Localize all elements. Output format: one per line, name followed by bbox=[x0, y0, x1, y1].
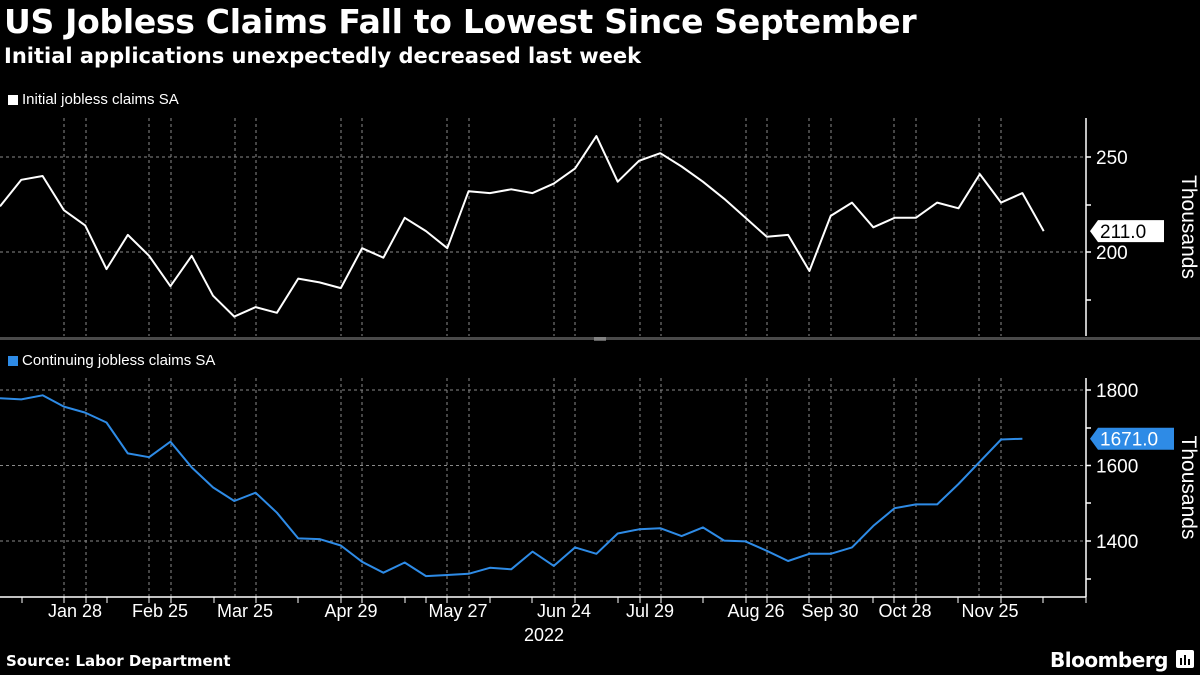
y-tick-label: 200 bbox=[1096, 243, 1128, 264]
brand-logo: Bloomberg bbox=[1050, 648, 1168, 672]
legend-swatch-white bbox=[8, 94, 18, 105]
x-tick-label: Mar 25 bbox=[217, 601, 273, 621]
legend-initial-claims: Initial jobless claims SA bbox=[8, 91, 179, 108]
x-tick-label: Jan 28 bbox=[48, 601, 102, 621]
y-tick-label: 1600 bbox=[1096, 457, 1138, 478]
x-tick-label: Aug 26 bbox=[727, 601, 784, 621]
x-tick-label: Oct 28 bbox=[878, 601, 931, 621]
x-tick-label: Nov 25 bbox=[961, 601, 1018, 621]
x-tick-label: Sep 30 bbox=[801, 601, 858, 621]
panel-continuing: 1400 1600 1800 1671.0 Thousands bbox=[0, 378, 1200, 597]
y-tick-label: 250 bbox=[1096, 148, 1128, 169]
y-axis-unit: Thousands bbox=[1177, 436, 1200, 540]
last-value-label: 1671.0 bbox=[1100, 430, 1158, 451]
x-tick-label: Feb 25 bbox=[132, 601, 188, 621]
y-tick-label: 1800 bbox=[1096, 381, 1138, 402]
series-line bbox=[0, 135, 1045, 318]
x-tick-label: May 27 bbox=[428, 601, 487, 621]
x-year-label: 2022 bbox=[524, 625, 564, 645]
source-note: Source: Labor Department bbox=[6, 652, 231, 670]
y-tick-label: 1400 bbox=[1096, 532, 1138, 553]
y-axis-unit: Thousands bbox=[1177, 175, 1200, 279]
chart-title: US Jobless Claims Fall to Lowest Since S… bbox=[4, 2, 917, 41]
bloomberg-chart-icon bbox=[1176, 650, 1194, 668]
last-value-label: 211.0 bbox=[1100, 222, 1146, 243]
panel-initial: 200 250 211.0 Thousands bbox=[0, 118, 1200, 336]
legend-swatch-blue bbox=[8, 355, 18, 366]
legend-continuing-claims: Continuing jobless claims SA bbox=[8, 352, 215, 369]
legend-label-initial: Initial jobless claims SA bbox=[22, 91, 179, 108]
legend-label-continuing: Continuing jobless claims SA bbox=[22, 352, 216, 369]
x-tick-label: Jul 29 bbox=[626, 601, 674, 621]
chart-subtitle: Initial applications unexpectedly decrea… bbox=[4, 44, 642, 68]
series-line bbox=[0, 394, 1023, 578]
x-tick-label: Jun 24 bbox=[537, 601, 591, 621]
x-tick-label: Apr 29 bbox=[324, 601, 377, 621]
